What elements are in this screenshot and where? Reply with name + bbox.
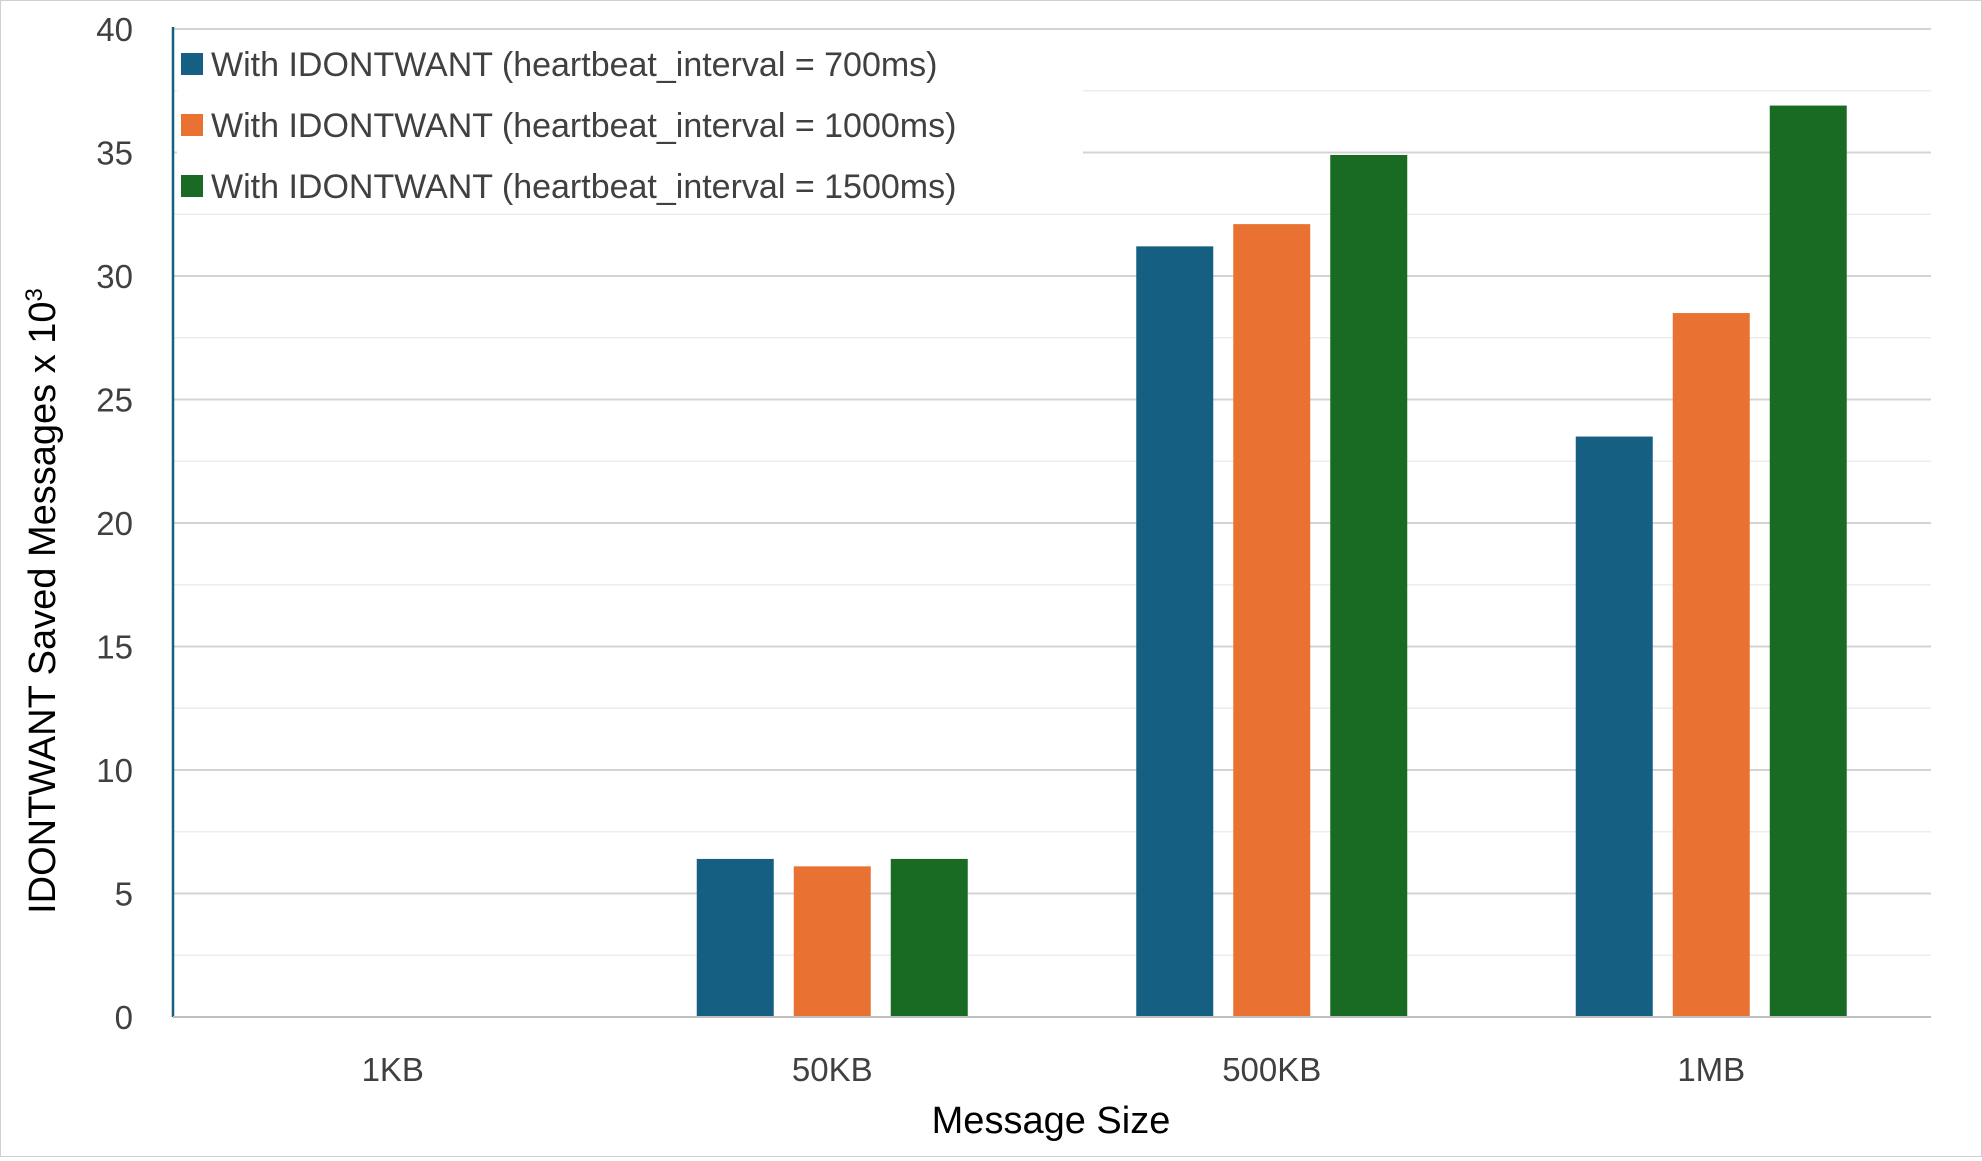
- bar: [890, 858, 968, 1017]
- x-tick-label: 50KB: [792, 1051, 873, 1088]
- x-axis-label: Message Size: [932, 1100, 1171, 1142]
- legend: With IDONTWANT (heartbeat_interval = 700…: [177, 35, 1083, 213]
- bar: [1672, 313, 1750, 1017]
- bar: [793, 866, 871, 1017]
- x-tick-label: 1MB: [1677, 1051, 1745, 1088]
- x-tick-labels: 1KB 50KB 500KB 1MB: [362, 1051, 1746, 1088]
- x-tick-label: 500KB: [1222, 1051, 1321, 1088]
- y-axis-label-superscript: 3: [21, 288, 48, 301]
- axes: [171, 27, 1931, 1018]
- y-tick-label: 25: [96, 382, 133, 419]
- y-axis-label: IDONTWANT Saved Messages x 103: [21, 288, 65, 914]
- legend-entry: With IDONTWANT (heartbeat_interval = 100…: [211, 107, 956, 145]
- bar: [1575, 436, 1653, 1017]
- bar: [1769, 105, 1847, 1017]
- y-tick-label: 40: [96, 11, 133, 48]
- y-tick-label: 10: [96, 752, 133, 789]
- y-tick-label: 30: [96, 258, 133, 295]
- bar: [696, 858, 774, 1017]
- legend-background: [177, 35, 1083, 213]
- y-tick-label: 20: [96, 505, 133, 542]
- legend-entry: With IDONTWANT (heartbeat_interval = 700…: [211, 46, 938, 84]
- y-tick-label: 35: [96, 135, 133, 172]
- bar: [1136, 246, 1214, 1018]
- y-tick-labels: 0 5 10 15 20 25 30 35 40: [96, 11, 133, 1036]
- legend-swatch: [181, 175, 203, 197]
- legend-swatch: [181, 53, 203, 75]
- y-axis-label-text: IDONTWANT Saved Messages x 10: [22, 301, 64, 913]
- y-tick-label: 5: [115, 876, 133, 913]
- legend-swatch: [181, 114, 203, 136]
- y-tick-label: 0: [115, 999, 133, 1036]
- y-tick-label: 15: [96, 629, 133, 666]
- legend-entry: With IDONTWANT (heartbeat_interval = 150…: [211, 168, 956, 206]
- bar: [1330, 154, 1408, 1018]
- bars: [696, 105, 1847, 1018]
- bar: [1233, 224, 1311, 1017]
- x-tick-label: 1KB: [362, 1051, 424, 1088]
